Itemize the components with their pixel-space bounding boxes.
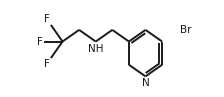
- Text: Br: Br: [180, 25, 192, 35]
- Text: N: N: [142, 78, 149, 88]
- Text: NH: NH: [88, 44, 103, 54]
- Text: F: F: [37, 36, 43, 47]
- Text: F: F: [44, 14, 50, 24]
- Text: F: F: [44, 59, 50, 69]
